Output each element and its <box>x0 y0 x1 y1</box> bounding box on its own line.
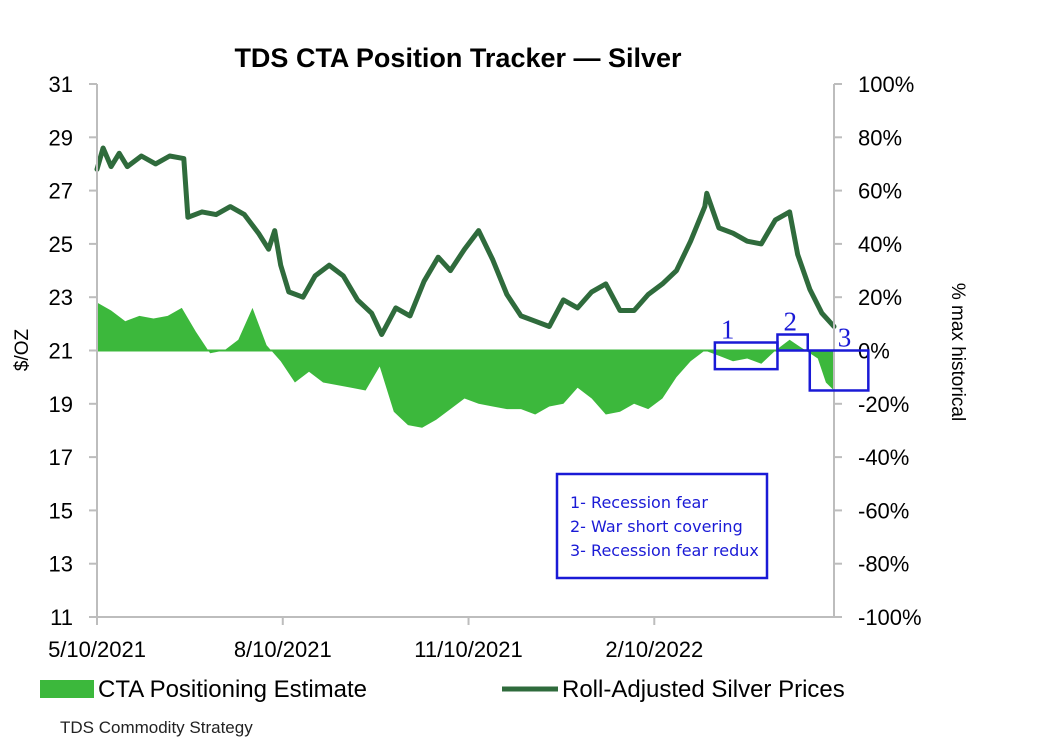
right-tick-label: -60% <box>858 498 909 523</box>
x-tick-label: 2/10/2022 <box>605 637 703 662</box>
left-tick-label: 31 <box>49 72 73 97</box>
left-tick-label: 25 <box>49 232 73 257</box>
annotation-note-box <box>555 472 769 580</box>
legend-swatch-cta <box>40 680 94 698</box>
left-axis-label: $/OZ <box>12 328 33 371</box>
right-tick-label: 100% <box>858 72 914 97</box>
right-tick-label: -80% <box>858 552 909 577</box>
right-tick-label: 20% <box>858 285 902 310</box>
legend-label-cta: CTA Positioning Estimate <box>98 676 367 703</box>
x-tick-label: 11/10/2021 <box>414 637 522 662</box>
annotation-note-1: 1- Recession fear <box>570 493 708 512</box>
x-tick-label: 8/10/2021 <box>234 637 332 662</box>
left-tick-label: 23 <box>49 285 73 310</box>
left-tick-label: 13 <box>49 552 73 577</box>
left-axis: 11 13 15 17 19 21 23 25 27 29 31 <box>49 72 97 630</box>
series-area-cta-positioning <box>97 302 834 428</box>
series-line-silver-prices <box>94 145 837 337</box>
annotation-note-3: 3- Recession fear redux <box>570 541 759 560</box>
annotation-box-2 <box>776 333 810 352</box>
annotation-box-3 <box>808 349 870 392</box>
source-note: TDS Commodity Strategy <box>60 718 253 737</box>
right-tick-label: 80% <box>858 125 902 150</box>
left-tick-label: 29 <box>49 125 73 150</box>
left-tick-label: 11 <box>50 605 73 630</box>
x-axis: 5/10/2021 8/10/2021 11/10/2021 2/10/2022 <box>48 617 703 662</box>
left-tick-label: 21 <box>49 339 73 364</box>
annotation-note-2: 2- War short covering <box>570 517 743 536</box>
right-tick-label: -40% <box>858 445 909 470</box>
right-tick-label: 60% <box>858 179 902 204</box>
right-axis: -100%-80%-60%-40%-20%0%20%40%60%80%100% <box>834 72 922 630</box>
legend-label-silver: Roll-Adjusted Silver Prices <box>562 676 845 703</box>
legend: CTA Positioning Estimate Roll-Adjusted S… <box>40 676 845 703</box>
right-axis-label: % max historical <box>947 283 968 421</box>
annotation-label-1: 1 <box>721 315 735 345</box>
right-tick-label: 40% <box>858 232 902 257</box>
chart-title: TDS CTA Position Tracker — Silver <box>234 43 682 73</box>
annotation-label-3: 3 <box>838 323 852 353</box>
left-tick-label: 27 <box>49 179 73 204</box>
left-tick-label: 15 <box>49 498 73 523</box>
annotation-markers: 1 2 3 <box>713 307 870 392</box>
right-tick-label: -20% <box>858 392 909 417</box>
x-tick-label: 5/10/2021 <box>48 637 146 662</box>
annotation-box-1 <box>713 341 779 371</box>
left-tick-label: 19 <box>49 392 73 417</box>
left-tick-label: 17 <box>49 445 73 470</box>
annotation-label-2: 2 <box>783 307 797 337</box>
right-tick-label: -100% <box>858 605 922 630</box>
